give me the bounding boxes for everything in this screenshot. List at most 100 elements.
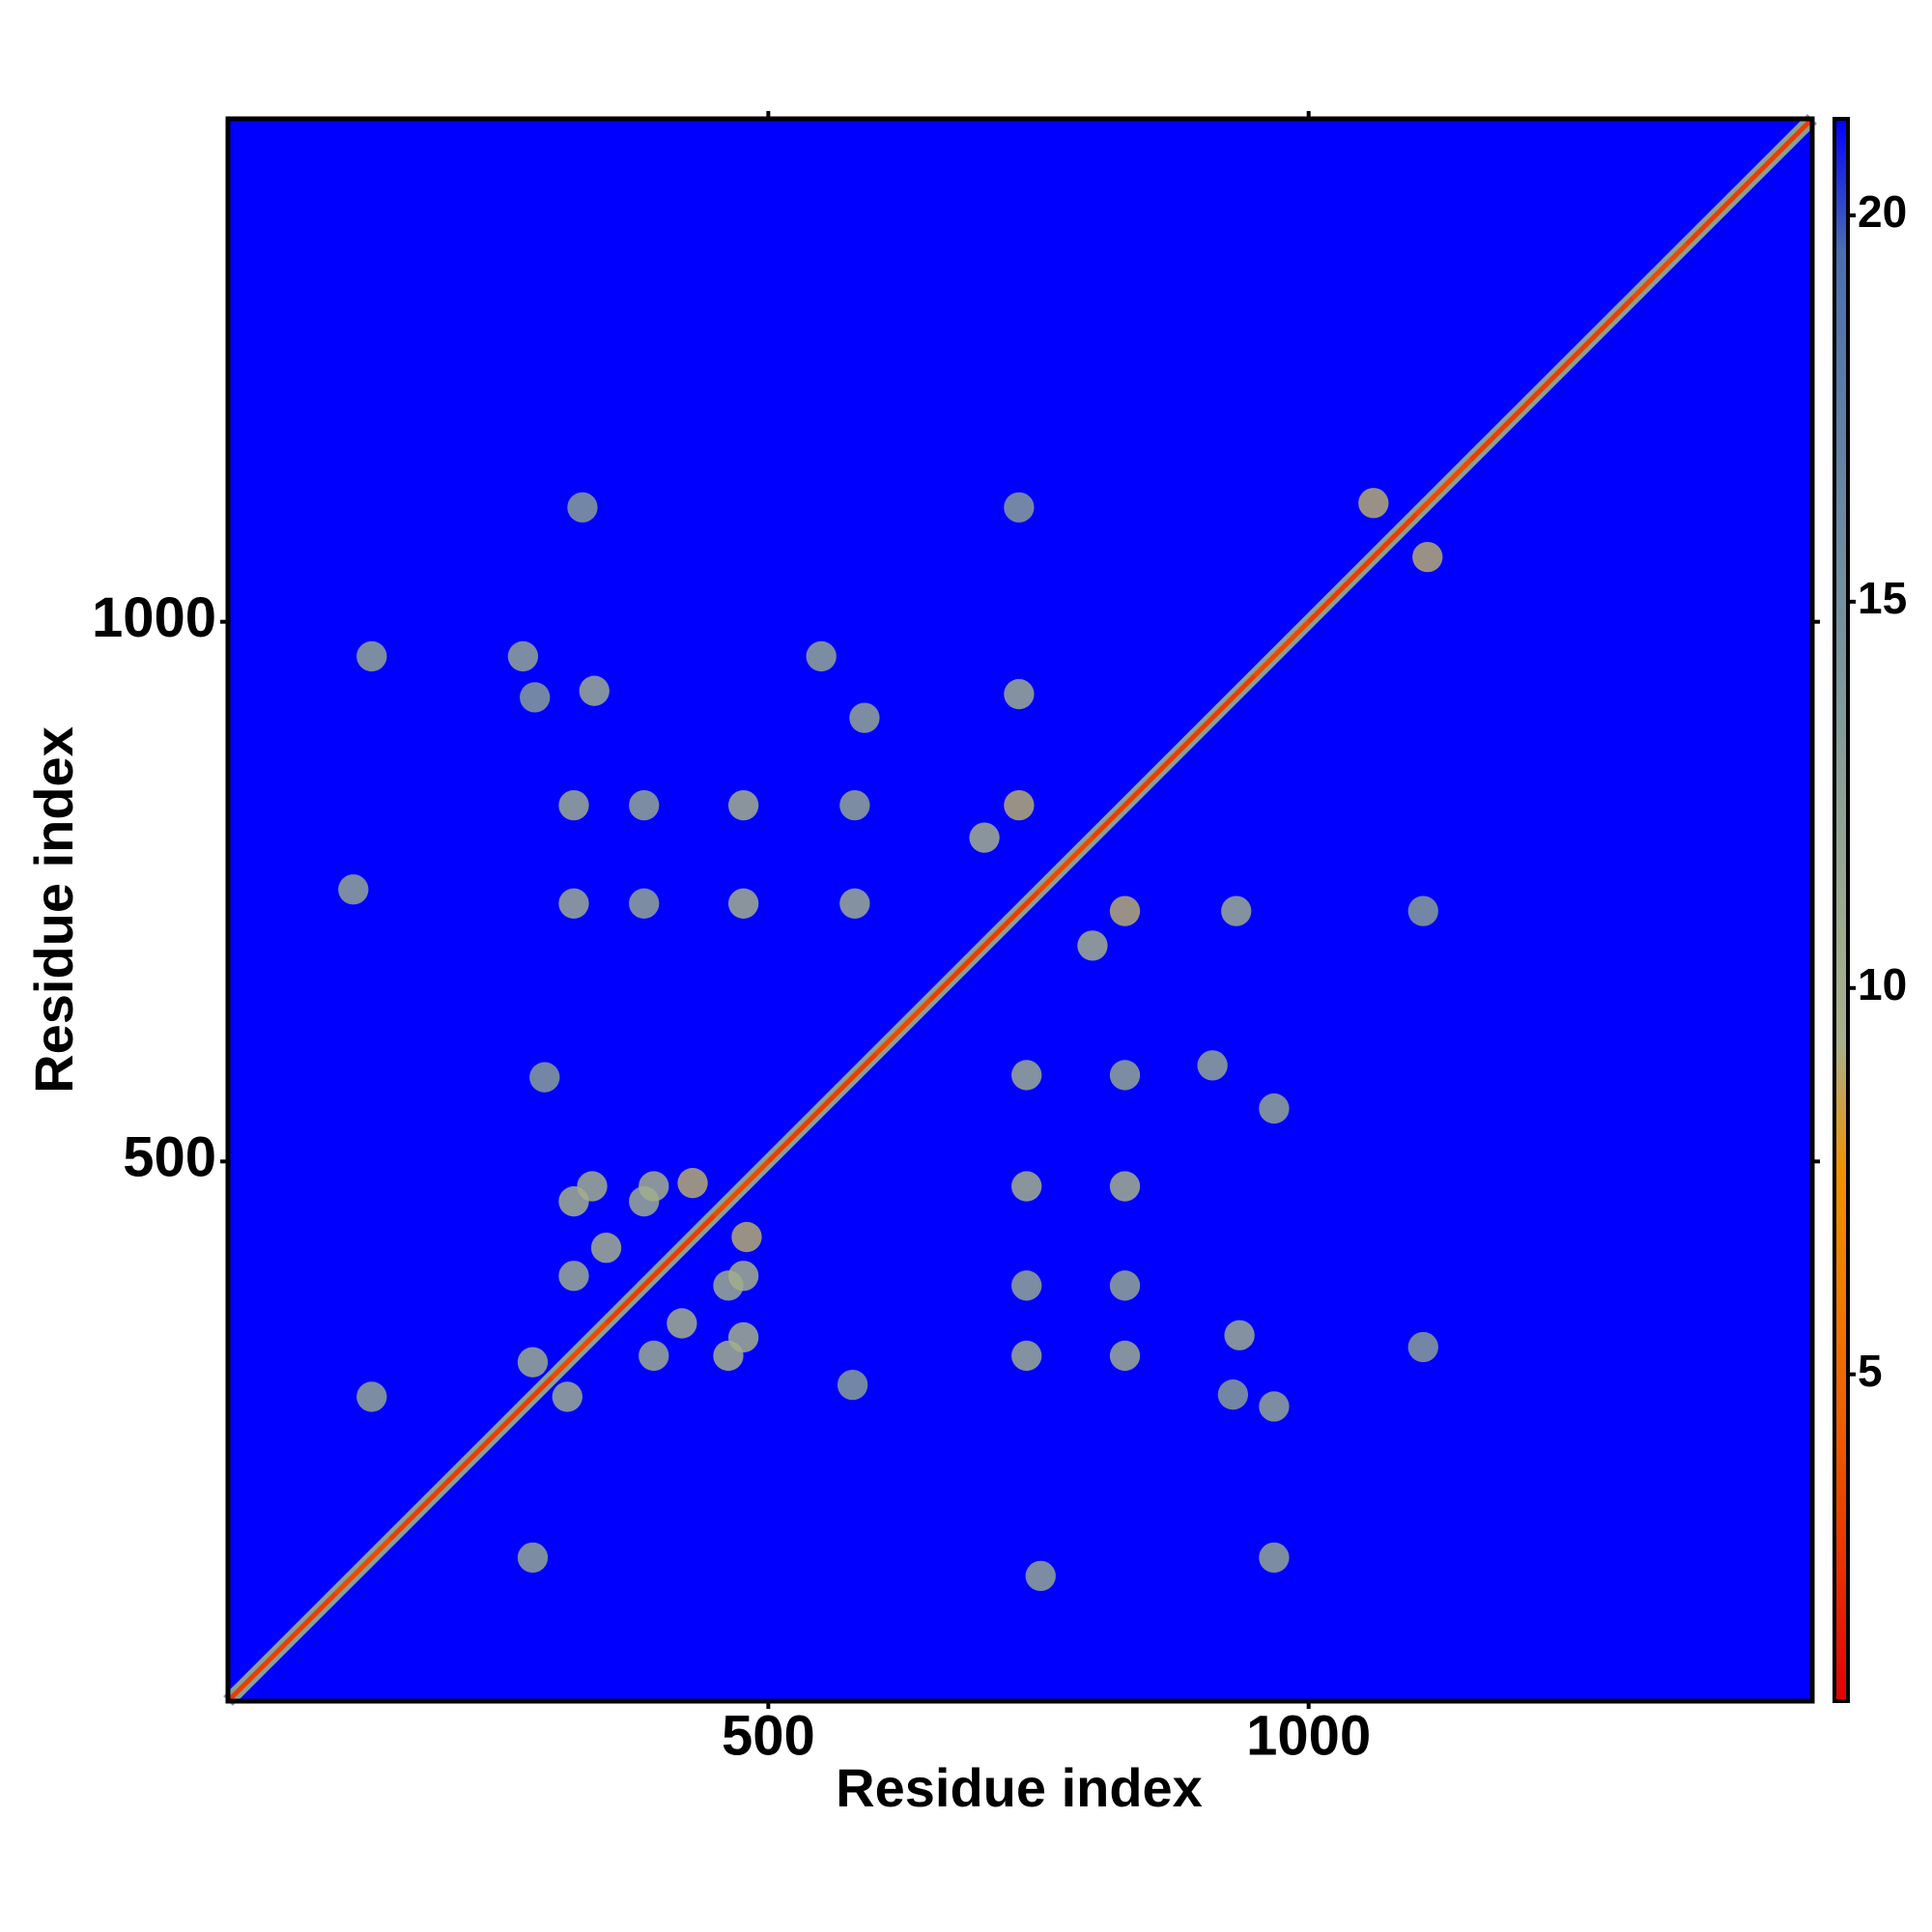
contact-patch <box>558 888 589 919</box>
contact-patch <box>1407 1331 1438 1363</box>
contact-patch <box>1259 1391 1290 1422</box>
contact-patch <box>1004 789 1035 821</box>
contact-patch <box>1109 1060 1141 1091</box>
diagonal-segment <box>226 1645 284 1703</box>
x-tick-label: 500 <box>722 1704 815 1767</box>
diagonal-segment <box>928 944 986 1002</box>
contact-patch <box>338 874 369 905</box>
diagonal-segment <box>1037 836 1094 894</box>
contact-patch <box>1407 895 1438 926</box>
plot-frame <box>225 116 1815 1704</box>
diagonal-segment <box>1199 673 1257 732</box>
colorbar-tick-label: 15 <box>1858 573 1907 623</box>
contact-patch <box>552 1381 582 1412</box>
contact-patch <box>629 789 660 821</box>
diagonal-segment <box>1577 296 1635 355</box>
diagonal-segment <box>388 1483 446 1542</box>
contact-patch <box>1217 1379 1249 1410</box>
contact-patch <box>1224 1320 1255 1350</box>
contact-patch <box>558 789 589 821</box>
diagonal-segment <box>1685 187 1743 246</box>
diagonal-segment <box>1793 117 1814 138</box>
diagonal-segment <box>1739 134 1797 192</box>
contact-patch <box>517 1542 549 1574</box>
colorbar-tick-label: 5 <box>1858 1346 1883 1396</box>
diagonal-segment <box>820 1051 878 1110</box>
contact-patch <box>356 640 387 672</box>
contact-patch <box>579 675 610 706</box>
contact-patch <box>727 1261 759 1292</box>
contact-patch <box>507 640 539 672</box>
contact-patch <box>677 1168 708 1199</box>
y-axis-title: Residue index <box>23 726 84 1094</box>
contact-patch <box>577 1171 608 1202</box>
diagonal-segment <box>766 1105 825 1164</box>
contact-patch <box>639 1171 669 1202</box>
contact-patch <box>639 1340 669 1372</box>
contact-patch <box>1011 1171 1042 1202</box>
colorbar-tick-label: 20 <box>1858 186 1907 237</box>
diagonal-segment <box>1252 619 1311 678</box>
diagonal-segment <box>1468 404 1527 462</box>
contact-patch <box>839 789 870 821</box>
x-axis-title: Residue index <box>836 1757 1203 1818</box>
contact-patch <box>839 888 870 919</box>
contact-patch <box>837 1369 868 1401</box>
contact-patch <box>1011 1340 1042 1372</box>
contact-patch <box>727 888 759 919</box>
diagonal-segment <box>334 1537 392 1596</box>
diagonal-segment <box>1360 512 1419 570</box>
contact-patch <box>1004 678 1035 710</box>
contact-patch <box>1109 1171 1141 1202</box>
y-tick-label: 1000 <box>92 586 216 649</box>
diagonal-segment <box>1091 781 1149 839</box>
contact-patch <box>1109 1340 1141 1372</box>
contact-patch <box>520 682 551 713</box>
contact-patch <box>1109 895 1141 926</box>
contact-patch <box>356 1381 387 1412</box>
colorbar-tick-label: 10 <box>1858 959 1907 1009</box>
contact-patch <box>806 640 837 672</box>
contact-patch <box>529 1062 560 1093</box>
diagonal-segment <box>1306 566 1365 624</box>
diagonal-segment <box>1631 242 1689 300</box>
contact-patch <box>1259 1093 1290 1124</box>
contact-patch <box>1259 1542 1290 1574</box>
contact-patch <box>517 1347 549 1378</box>
contact-patch <box>1197 1050 1228 1081</box>
contact-patch <box>849 702 880 733</box>
diagonal-segment <box>441 1429 500 1488</box>
diagonal-segment <box>712 1159 771 1217</box>
diagonal-segment <box>550 1321 609 1379</box>
contact-patch <box>1077 930 1108 961</box>
contact-patch <box>1412 541 1443 573</box>
contact-patch <box>727 1321 759 1353</box>
colorbar <box>1833 117 1850 1703</box>
diagonal-segment <box>1145 727 1203 786</box>
diagonal-segment <box>982 890 1040 948</box>
x-tick-label: 1000 <box>1246 1704 1371 1767</box>
contact-patch <box>727 789 759 821</box>
diagonal-segment <box>1522 350 1581 408</box>
contact-patch <box>1358 488 1389 519</box>
contact-patch <box>558 1261 589 1292</box>
contact-patch <box>969 822 1000 853</box>
contact-patch <box>731 1221 762 1253</box>
diagonal-segment <box>496 1376 554 1434</box>
contact-patch <box>1011 1060 1042 1091</box>
contact-patch <box>1011 1270 1042 1301</box>
contact-patch <box>590 1233 622 1264</box>
contact-patch <box>629 888 660 919</box>
diagonal-segment <box>1414 458 1473 516</box>
contact-patch <box>1221 895 1252 926</box>
diagonal-segment <box>604 1267 663 1325</box>
diagonal-segment <box>874 997 932 1056</box>
contact-patch <box>1109 1270 1141 1301</box>
diagonal-segment <box>280 1591 338 1649</box>
contact-patch <box>667 1308 697 1339</box>
contact-patch <box>1025 1560 1056 1592</box>
diagonal-segment <box>658 1213 717 1271</box>
contact-patch <box>1004 492 1035 523</box>
y-tick-label: 500 <box>123 1126 216 1189</box>
